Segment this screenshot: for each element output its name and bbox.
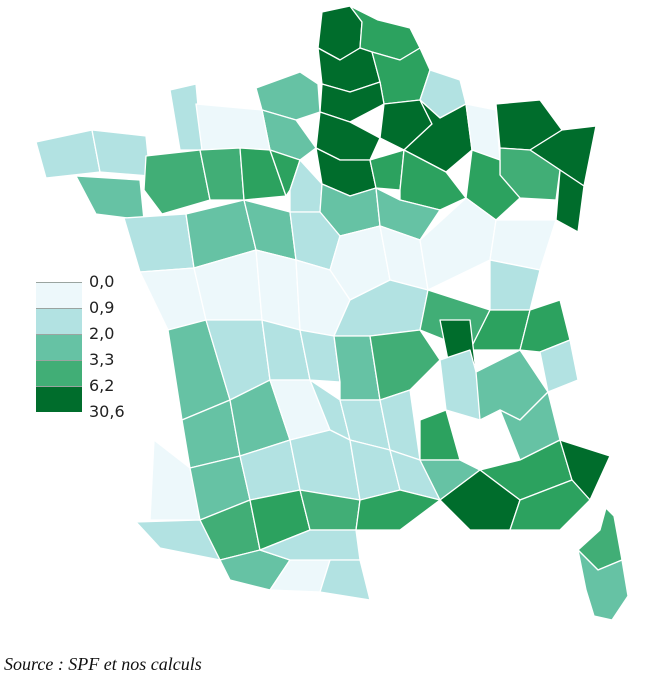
legend-label: 2,0	[89, 324, 115, 343]
region-marne	[403, 99, 473, 173]
region-var	[509, 479, 591, 531]
region-calvados	[195, 103, 271, 151]
region-hautes-alpes	[499, 391, 561, 461]
region-savoie	[539, 339, 579, 393]
region-finistere	[35, 129, 101, 179]
region-herault	[355, 489, 441, 531]
region-essonne	[369, 149, 405, 191]
legend-swatch	[36, 360, 82, 386]
region-morbihan	[75, 175, 145, 221]
region-ille-vilaine	[143, 149, 211, 215]
source-caption: Source : SPF et nos calculs	[4, 654, 202, 674]
region-loire-atlantique	[123, 213, 195, 273]
region-yonne	[375, 187, 441, 241]
legend-swatch	[36, 334, 82, 360]
region-haut-rhin	[555, 169, 585, 233]
legend-label: 30,6	[89, 402, 125, 421]
region-drome	[419, 409, 461, 461]
legend-label: 0,0	[89, 272, 115, 291]
region-cotes-armor	[91, 129, 151, 177]
legend-label: 0,9	[89, 298, 115, 317]
legend-label: 3,3	[89, 350, 115, 369]
legend-swatch	[36, 282, 82, 308]
region-vienne	[255, 249, 301, 331]
legend-swatch	[36, 308, 82, 334]
region-pyrenees-orientales	[319, 559, 371, 601]
france-choropleth-map	[35, 5, 629, 621]
legend-label: 6,2	[89, 376, 115, 395]
region-loire	[369, 329, 441, 401]
legend-swatch	[36, 386, 82, 412]
region-corse-du-sud	[577, 549, 629, 621]
